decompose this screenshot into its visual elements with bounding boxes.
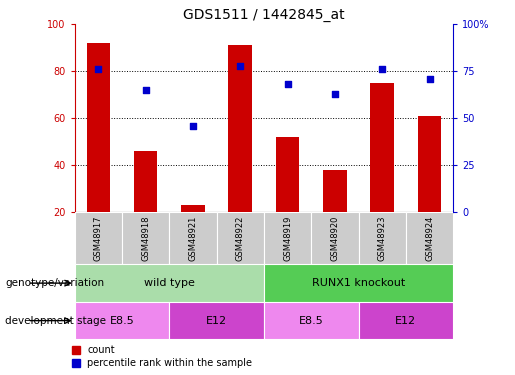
Bar (264, 302, 358, 339)
Bar (406, 212, 453, 264)
Bar (169, 302, 264, 339)
Bar (264, 264, 453, 302)
Text: E12: E12 (206, 316, 227, 326)
Point (283, 81, 291, 87)
Point (331, 91, 339, 97)
Bar (169, 212, 217, 264)
Point (142, 87, 150, 93)
Point (94, 66, 102, 72)
Bar (418, 116, 441, 259)
Bar (217, 212, 264, 264)
Bar (323, 170, 347, 259)
Title: GDS1511 / 1442845_at: GDS1511 / 1442845_at (183, 8, 345, 22)
Text: E8.5: E8.5 (110, 316, 134, 326)
Text: GSM48919: GSM48919 (283, 215, 292, 261)
Point (425, 76, 434, 82)
Bar (122, 212, 169, 264)
Text: GSM48923: GSM48923 (377, 215, 387, 261)
Text: E12: E12 (396, 316, 417, 326)
Bar (75, 212, 122, 264)
Text: genotype/variation: genotype/variation (5, 278, 104, 288)
Bar (358, 212, 406, 264)
Bar (134, 151, 158, 259)
Point (378, 66, 386, 72)
Text: E8.5: E8.5 (299, 316, 323, 326)
Text: GSM48918: GSM48918 (141, 215, 150, 261)
Text: GSM48924: GSM48924 (425, 215, 434, 261)
Text: RUNX1 knockout: RUNX1 knockout (312, 278, 405, 288)
Text: wild type: wild type (144, 278, 195, 288)
Bar (358, 302, 453, 339)
Bar (181, 205, 205, 259)
Point (189, 123, 197, 129)
Bar (311, 212, 358, 264)
Text: GSM48921: GSM48921 (188, 215, 197, 261)
Bar (75, 264, 264, 302)
Bar (229, 45, 252, 259)
Bar (264, 212, 311, 264)
Text: GSM48917: GSM48917 (94, 215, 103, 261)
Point (236, 63, 245, 69)
Text: GSM48922: GSM48922 (236, 215, 245, 261)
Bar (276, 137, 299, 259)
Bar (87, 43, 110, 259)
Legend: count, percentile rank within the sample: count, percentile rank within the sample (72, 345, 252, 368)
Bar (75, 302, 169, 339)
Bar (370, 83, 394, 259)
Text: GSM48920: GSM48920 (331, 215, 339, 261)
Text: development stage: development stage (5, 316, 106, 326)
